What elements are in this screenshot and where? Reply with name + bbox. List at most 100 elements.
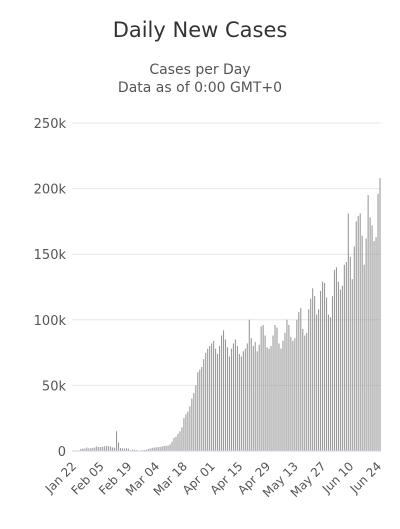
bar[interactable] [310, 298, 312, 451]
bar[interactable] [234, 339, 236, 451]
bar[interactable] [163, 446, 165, 451]
bar[interactable] [242, 351, 244, 451]
bar[interactable] [349, 256, 351, 451]
bar[interactable] [270, 346, 272, 451]
bar[interactable] [119, 448, 122, 451]
bar[interactable] [238, 353, 240, 451]
bar[interactable] [191, 398, 193, 451]
bar[interactable] [112, 447, 114, 451]
bar[interactable] [104, 446, 106, 451]
bar[interactable] [339, 289, 341, 451]
bar[interactable] [167, 445, 169, 451]
bar[interactable] [256, 351, 258, 451]
bar[interactable] [145, 449, 147, 451]
bar[interactable] [181, 427, 183, 451]
bar[interactable] [280, 348, 282, 451]
bar[interactable] [345, 262, 347, 451]
bar[interactable] [96, 446, 98, 451]
bar[interactable] [116, 431, 118, 451]
bar[interactable] [363, 264, 365, 451]
bar[interactable] [151, 447, 153, 451]
bar[interactable] [322, 281, 324, 451]
bar[interactable] [131, 449, 133, 451]
bar[interactable] [135, 449, 137, 451]
bar[interactable] [373, 241, 375, 451]
bar[interactable] [222, 330, 225, 451]
bar[interactable] [149, 448, 151, 451]
bar[interactable] [217, 353, 219, 451]
bar[interactable] [268, 348, 270, 451]
bar[interactable] [118, 442, 120, 451]
bar[interactable] [292, 340, 294, 451]
bar[interactable] [92, 447, 94, 451]
bar[interactable] [211, 343, 213, 451]
bar[interactable] [114, 447, 116, 451]
bar[interactable] [185, 414, 187, 451]
bar[interactable] [133, 449, 135, 451]
bar[interactable] [306, 332, 308, 451]
bar[interactable] [94, 447, 96, 451]
bar[interactable] [353, 246, 355, 451]
bar[interactable] [327, 314, 330, 451]
bar[interactable] [377, 193, 379, 451]
bar[interactable] [252, 346, 254, 451]
bar[interactable] [221, 335, 223, 451]
bar[interactable] [169, 444, 171, 451]
bar[interactable] [230, 348, 232, 451]
bar[interactable] [199, 369, 201, 451]
bar[interactable] [195, 385, 197, 451]
bar[interactable] [288, 325, 290, 451]
bar[interactable] [286, 319, 288, 451]
bar[interactable] [341, 285, 343, 451]
bar[interactable] [318, 309, 320, 451]
bar[interactable] [84, 448, 86, 451]
bar[interactable] [121, 448, 124, 451]
bar[interactable] [171, 441, 173, 451]
bar[interactable] [329, 317, 332, 451]
bar[interactable] [161, 446, 163, 451]
bar[interactable] [325, 297, 328, 452]
bar[interactable] [183, 418, 185, 451]
bar[interactable] [90, 448, 92, 451]
bar[interactable] [175, 436, 177, 451]
bar[interactable] [367, 195, 369, 451]
bar[interactable] [365, 238, 367, 451]
bar[interactable] [179, 431, 181, 451]
bar[interactable] [86, 447, 88, 451]
bar[interactable] [209, 346, 211, 451]
bar[interactable] [219, 346, 221, 451]
bar[interactable] [359, 213, 361, 451]
bar[interactable] [203, 359, 205, 451]
bar[interactable] [165, 445, 167, 451]
bar[interactable] [108, 446, 110, 451]
bar[interactable] [375, 237, 377, 451]
bar[interactable] [157, 447, 159, 451]
bar[interactable] [173, 437, 175, 451]
bar[interactable] [226, 347, 229, 451]
bar[interactable] [260, 326, 262, 451]
bar[interactable] [159, 447, 161, 451]
bar[interactable] [88, 448, 90, 451]
bar[interactable] [302, 328, 304, 451]
bar[interactable] [80, 449, 82, 451]
bar[interactable] [333, 269, 335, 451]
bar[interactable] [205, 352, 207, 451]
bar[interactable] [343, 264, 345, 451]
bar[interactable] [276, 327, 278, 451]
bar[interactable] [324, 283, 326, 451]
bar[interactable] [177, 433, 179, 451]
bar[interactable] [308, 309, 310, 451]
bar[interactable] [351, 279, 353, 451]
bar[interactable] [250, 338, 252, 451]
bar[interactable] [123, 448, 126, 451]
bar[interactable] [189, 406, 191, 451]
bar[interactable] [207, 348, 209, 451]
bar[interactable] [82, 448, 84, 451]
bar[interactable] [240, 356, 242, 451]
bar[interactable] [254, 342, 256, 451]
bar[interactable] [224, 339, 227, 451]
bar[interactable] [290, 336, 292, 451]
bar[interactable] [294, 338, 296, 451]
bar[interactable] [282, 340, 284, 451]
bar[interactable] [201, 367, 203, 451]
